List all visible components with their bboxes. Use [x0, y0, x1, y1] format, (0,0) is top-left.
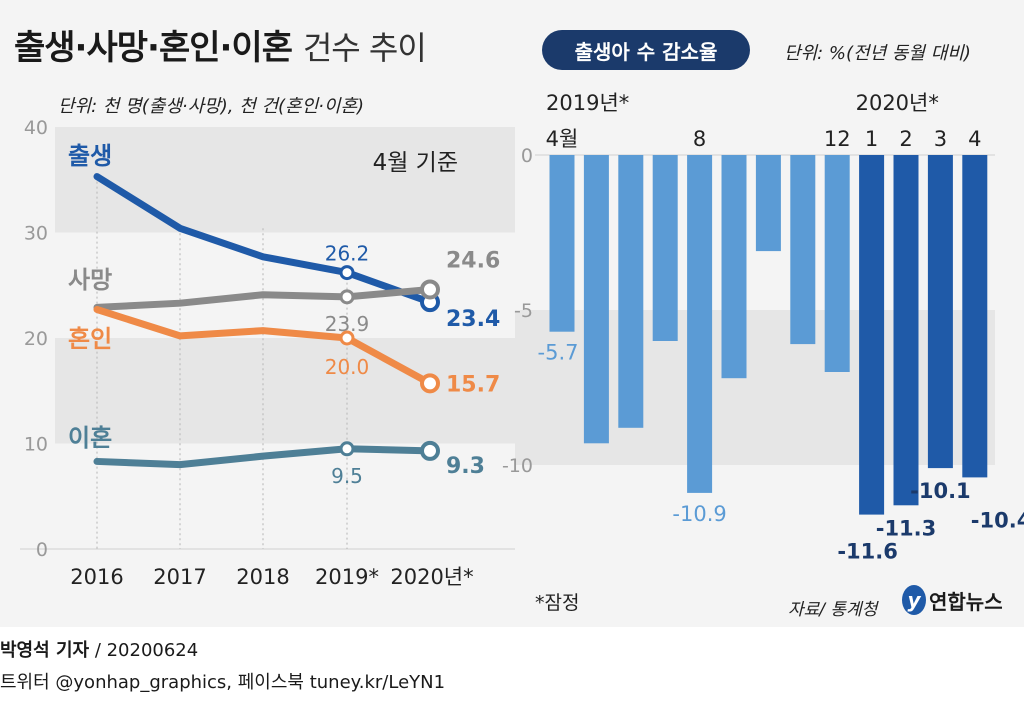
marker-2020-사망 — [420, 279, 440, 300]
line-series-이혼 — [93, 445, 434, 469]
left-y-tick-label: 30 — [24, 223, 48, 245]
left-x-tick-label: 2019* — [315, 565, 379, 589]
bar-10 — [755, 155, 781, 252]
right-year-label: 2019년* — [546, 91, 629, 115]
bar-5 — [583, 155, 609, 444]
series-name-출생: 출생 — [68, 142, 112, 170]
bar-7 — [652, 155, 678, 341]
social-credit: 트위터 @yonhap_graphics, 페이스북 tuney.kr/LeYN… — [0, 672, 446, 693]
bar-3 — [927, 155, 953, 469]
bar-value-label: -10.1 — [910, 479, 971, 503]
right-x-tick-label: 4월 — [546, 127, 579, 151]
bar-4월 — [549, 155, 575, 332]
left-y-tick-label: 20 — [24, 328, 48, 350]
bar-9 — [721, 155, 747, 379]
bar-2 — [893, 155, 919, 506]
bar-value-label: -10.4 — [971, 508, 1024, 532]
value-label-이혼: 9.5 — [331, 464, 363, 488]
marker-2019-출생 — [339, 265, 355, 281]
right-x-tick-label: 4 — [968, 127, 981, 151]
line-series-사망 — [93, 285, 434, 311]
right-x-tick-label: 1 — [865, 127, 878, 151]
bar-12 — [824, 155, 850, 372]
footnote: *잠정 — [535, 592, 580, 614]
credit-date: / 20200624 — [94, 640, 199, 661]
right-x-tick-label: 12 — [824, 127, 851, 151]
bar-11 — [790, 155, 816, 345]
series-name-사망: 사망 — [68, 266, 112, 294]
value-label-이혼: 9.3 — [446, 454, 485, 479]
left-x-tick-label: 2018 — [236, 565, 289, 589]
left-x-tick-label: 2017 — [153, 565, 206, 589]
marker-2019-사망 — [339, 289, 355, 305]
right-unit-note: 단위: %(전년 동월 대비) — [784, 43, 971, 64]
logo-text: 연합뉴스 — [929, 589, 1003, 614]
bar-value-label: -11.6 — [837, 540, 898, 564]
bar-value-label: -5.7 — [538, 341, 579, 365]
marker-2019-혼인 — [339, 330, 355, 346]
basis-note: 4월 기준 — [373, 150, 458, 176]
right-y-tick-label: 0 — [521, 145, 533, 167]
bar-value-label: -11.3 — [876, 516, 937, 540]
marker-2020-혼인 — [420, 373, 440, 394]
bar-4 — [962, 155, 988, 478]
left-x-tick-label: 2016 — [70, 565, 123, 589]
left-y-tick-label: 40 — [24, 117, 48, 139]
right-year-label: 2020년* — [856, 91, 939, 115]
series-name-이혼: 이혼 — [68, 424, 112, 452]
series-name-혼인: 혼인 — [68, 325, 112, 353]
line-series-출생 — [93, 173, 434, 306]
right-y-tick-label: -5 — [514, 300, 533, 322]
bar-value-label: -10.9 — [672, 502, 726, 526]
bar-6 — [618, 155, 644, 428]
source-note: 자료/ 통계청 — [788, 600, 878, 620]
marker-2019-이혼 — [339, 441, 355, 457]
right-x-tick-label: 2 — [899, 127, 912, 151]
left-y-tick-label: 0 — [36, 539, 48, 561]
right-chart-title: 출생아 수 감소율 — [542, 30, 750, 70]
left-x-tick-label: 2020년* — [390, 565, 473, 589]
value-label-사망: 24.6 — [446, 248, 500, 273]
value-label-출생: 26.2 — [325, 242, 370, 266]
value-label-혼인: 20.0 — [325, 355, 370, 379]
band-30-40 — [55, 127, 515, 233]
band-10-20 — [55, 338, 515, 444]
yonhap-logo-icon: y — [902, 585, 926, 615]
reporter-credit: 박영석 기자 / 20200624 — [0, 636, 198, 662]
value-label-출생: 23.4 — [446, 307, 500, 332]
reporter-name: 박영석 기자 — [0, 640, 90, 661]
bar-8 — [687, 155, 713, 493]
right-x-tick-label: 8 — [693, 127, 706, 151]
right-y-tick-label: -10 — [502, 455, 533, 477]
left-y-tick-label: 10 — [24, 434, 48, 456]
marker-2020-이혼 — [420, 440, 440, 461]
yonhap-logo: y 연합뉴스 — [902, 585, 1003, 615]
left-unit-note: 단위: 천 명(출생·사망), 천 건(혼인·이혼) — [58, 96, 365, 117]
title-sub-text: 건수 추이 — [302, 29, 427, 67]
page-title: 출생·사망·혼인·이혼 건수 추이 — [14, 20, 427, 69]
right-x-tick-label: 3 — [934, 127, 947, 151]
bar-1 — [859, 155, 885, 515]
title-main-text: 출생·사망·혼인·이혼 — [14, 28, 293, 68]
value-label-혼인: 15.7 — [446, 372, 500, 397]
line-series-혼인 — [93, 306, 434, 387]
